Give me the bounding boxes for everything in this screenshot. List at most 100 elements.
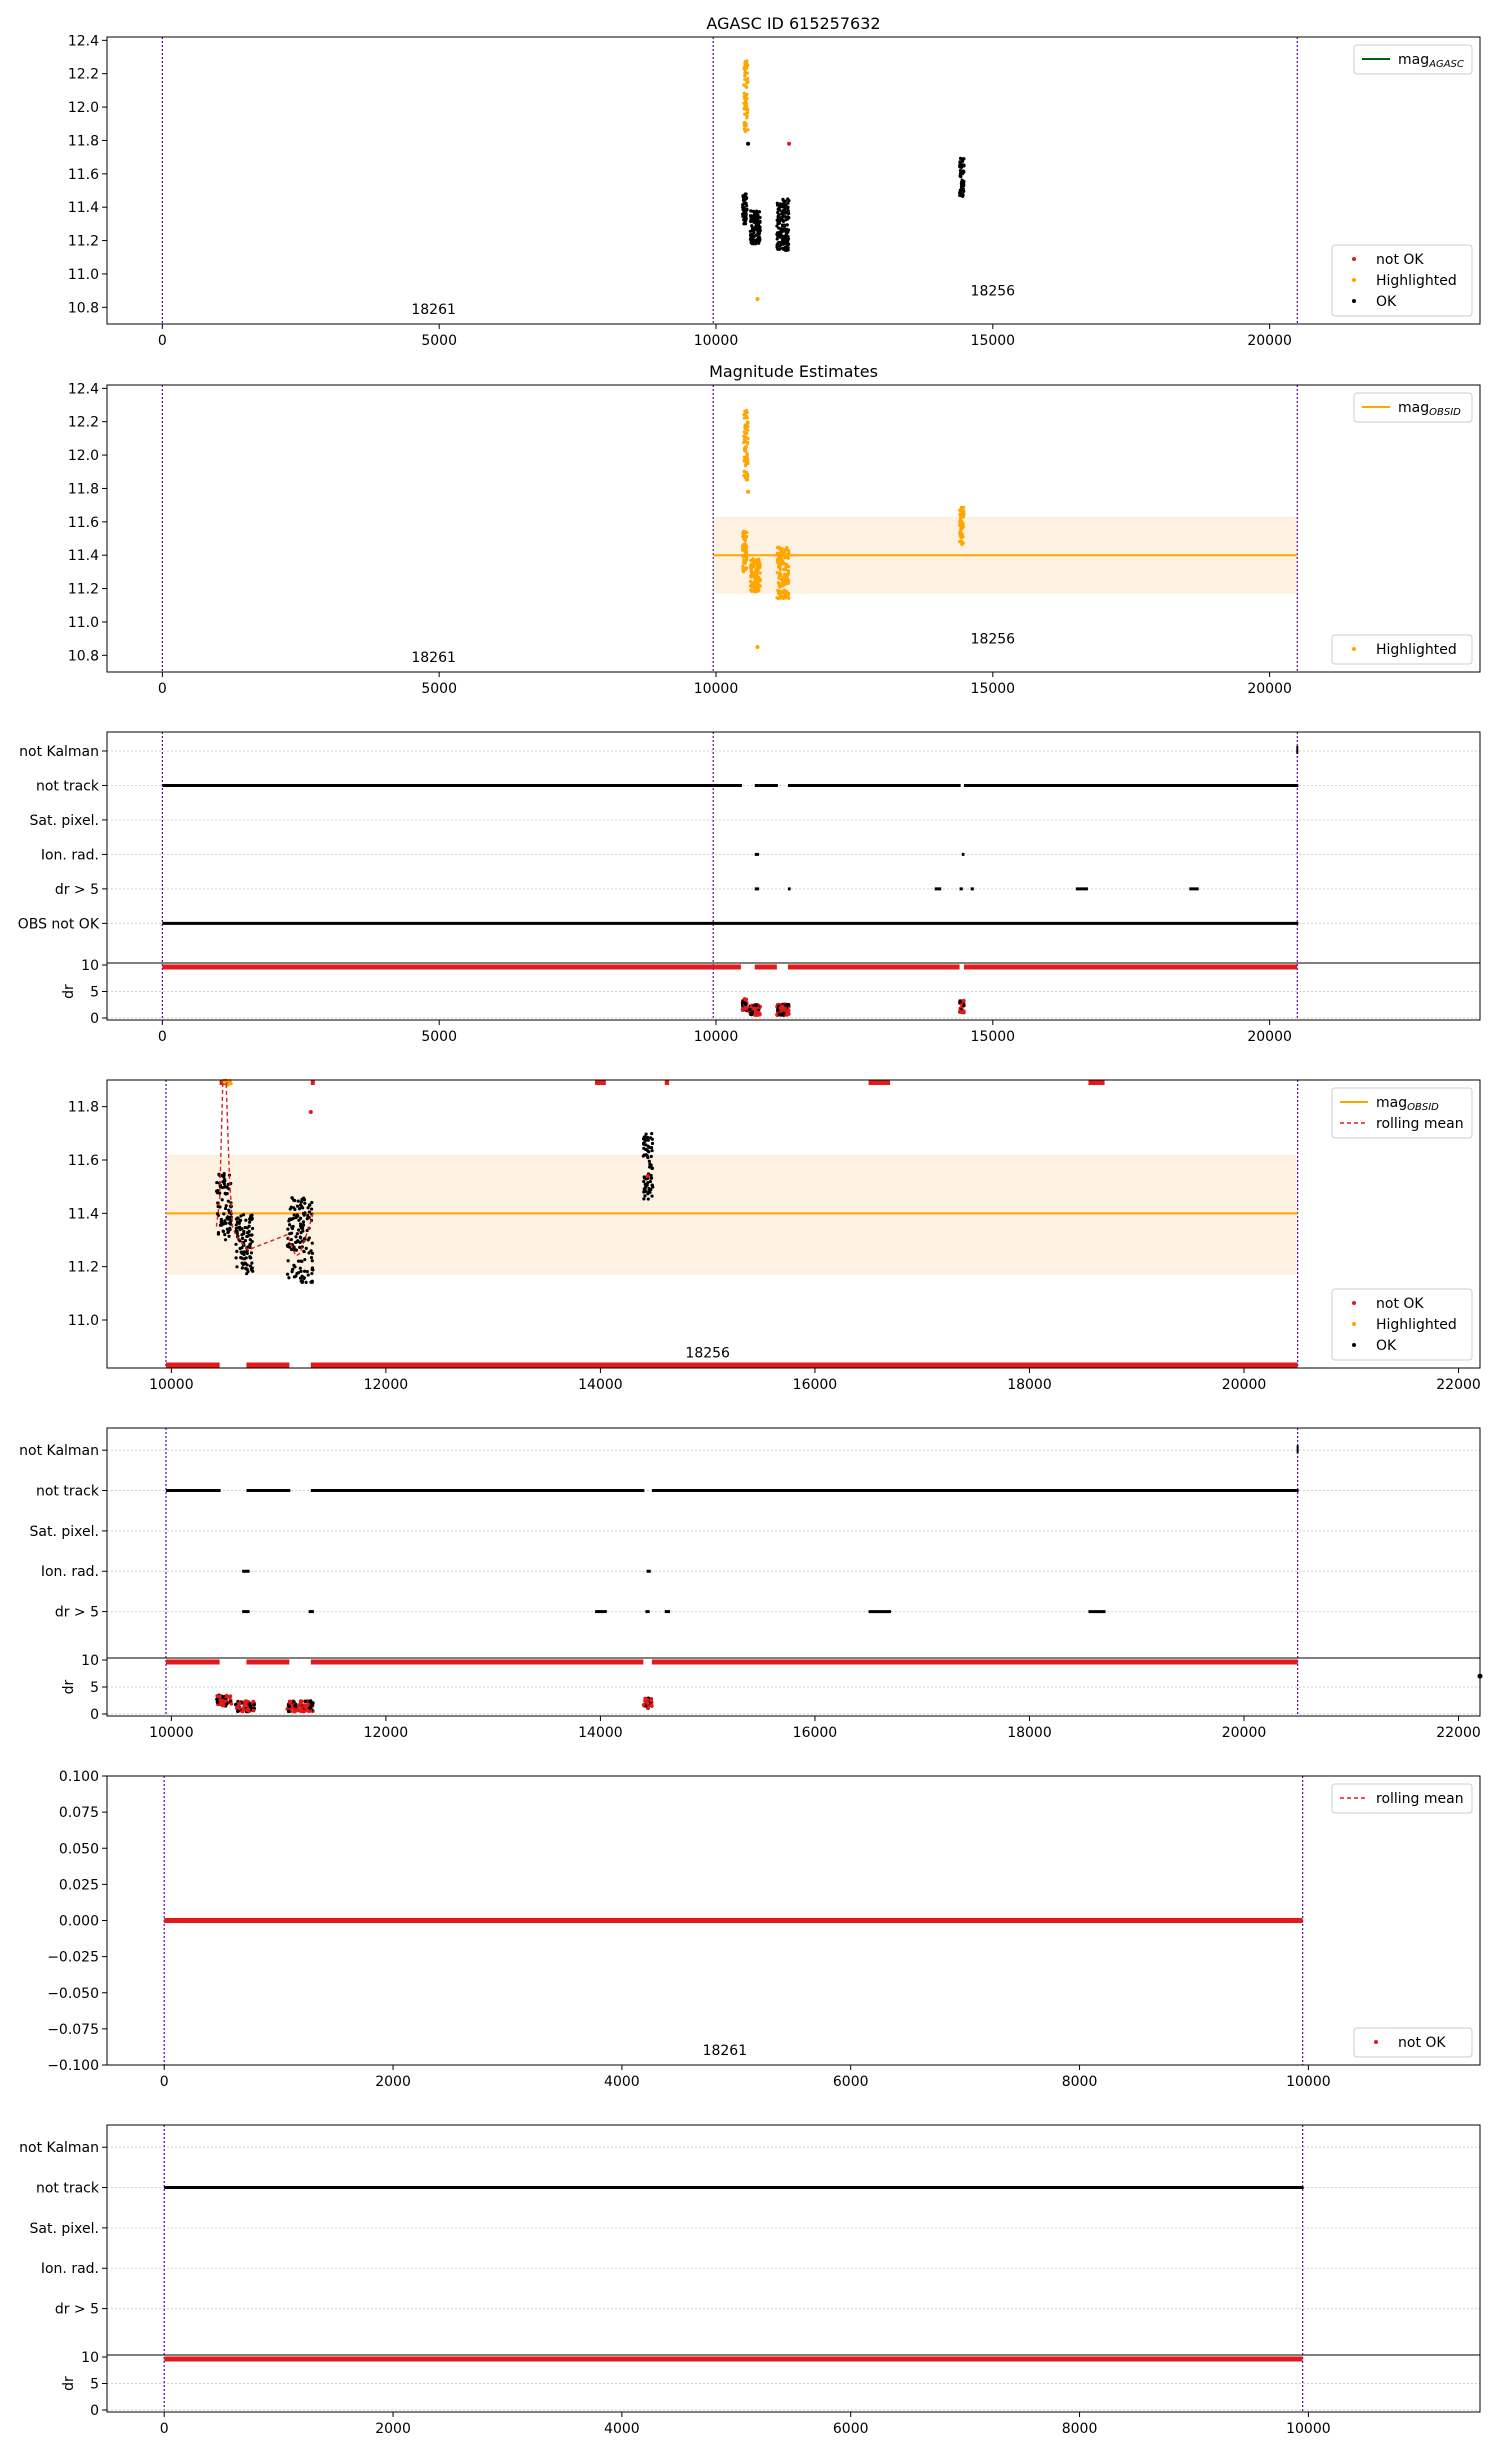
data-point	[960, 542, 964, 547]
data-point	[746, 440, 750, 445]
not-ok-top-marker	[1088, 1080, 1105, 1085]
dr-tick-label: 0	[90, 2403, 99, 2419]
data-point	[778, 571, 782, 575]
flag-label: dr > 5	[55, 882, 99, 898]
data-point	[741, 570, 746, 574]
data-point	[779, 591, 783, 595]
data-point	[751, 581, 755, 585]
x-tick-label: 12000	[364, 1725, 409, 1741]
dr-point	[743, 1002, 748, 1007]
x-tick-label: 14000	[578, 1377, 623, 1393]
data-point	[749, 234, 753, 238]
data-point	[752, 231, 756, 235]
data-point	[643, 1135, 647, 1139]
data-point	[960, 180, 964, 184]
data-point	[743, 71, 747, 75]
data-point	[239, 1250, 243, 1254]
data-point	[301, 1220, 306, 1224]
data-point	[744, 95, 748, 99]
data-point	[250, 1217, 254, 1221]
data-point	[784, 572, 788, 577]
data-point	[244, 1266, 248, 1270]
data-point	[287, 1276, 291, 1280]
data-point	[742, 413, 746, 417]
data-point	[787, 549, 791, 553]
y-tick-label: −0.100	[47, 2058, 99, 2074]
data-point	[743, 534, 747, 538]
legend-dot-swatch	[1352, 257, 1356, 261]
data-point	[310, 1200, 314, 1205]
data-point	[224, 1204, 228, 1208]
data-point	[780, 218, 785, 222]
legend-bottom: not OK Highlighted OK	[1331, 1288, 1473, 1361]
data-point	[779, 227, 783, 231]
data-point	[294, 1248, 299, 1252]
data-point	[295, 1240, 299, 1244]
data-point	[748, 579, 753, 584]
data-point	[307, 1251, 311, 1255]
data-point	[780, 215, 784, 220]
data-point	[310, 1259, 314, 1263]
data-point	[646, 1155, 650, 1160]
data-point	[298, 1245, 302, 1249]
data-point	[305, 1269, 309, 1274]
data-point	[753, 570, 757, 575]
std-band	[165, 1154, 1298, 1275]
data-point	[287, 1242, 291, 1246]
data-point	[781, 238, 785, 242]
dr-point	[754, 1011, 758, 1016]
y-tick-label: 11.8	[68, 1100, 99, 1116]
data-point	[777, 584, 781, 588]
x-tick-label: 10000	[149, 1377, 194, 1393]
panel-p6: −0.100 −0.075 −0.050 −0.025 0.000 0.025 0.050 0…	[47, 1769, 1481, 2090]
dr-point	[242, 1707, 246, 1712]
data-point	[299, 1236, 303, 1240]
data-point	[751, 215, 755, 220]
data-point	[744, 84, 748, 89]
data-point	[306, 1206, 310, 1210]
data-point	[243, 1261, 247, 1265]
data-point	[298, 1203, 303, 1207]
x-tick-label: 14000	[578, 1725, 623, 1741]
data-point	[754, 581, 759, 585]
data-point	[959, 170, 963, 174]
data-point	[742, 222, 746, 226]
data-point	[248, 1238, 252, 1242]
x-tick-label: 15000	[971, 333, 1016, 349]
data-point	[300, 1259, 304, 1264]
data-point	[786, 228, 791, 232]
data-point	[309, 1249, 313, 1253]
data-point	[750, 242, 754, 246]
data-point	[300, 1198, 305, 1202]
x-tick-label: 20000	[1222, 1725, 1267, 1741]
data-point	[290, 1269, 294, 1274]
data-point	[286, 1259, 290, 1263]
data-point	[780, 210, 784, 215]
obsid-label: 18261	[411, 302, 456, 318]
data-point	[749, 562, 754, 566]
dr-point	[962, 998, 966, 1003]
x-tick-label: 10000	[1286, 2421, 1331, 2437]
data-point	[649, 1154, 653, 1159]
dr-point	[646, 1701, 650, 1706]
y-tick-label: 10.8	[68, 648, 99, 664]
dr-point	[299, 1705, 304, 1710]
data-point	[642, 1179, 646, 1184]
dr-point	[218, 1694, 222, 1699]
data-point	[306, 1273, 310, 1277]
data-point	[239, 1214, 243, 1218]
legend-dot-swatch	[1374, 2040, 1378, 2044]
obsid-label: 18261	[411, 650, 456, 666]
legend-bottom: not OK	[1353, 2027, 1473, 2058]
data-point	[744, 445, 748, 449]
legend-dot-swatch	[1352, 1301, 1356, 1305]
data-point	[287, 1223, 292, 1227]
flag-label: Ion. rad.	[41, 2261, 99, 2277]
data-point	[242, 1229, 246, 1234]
dr-gap	[219, 1658, 247, 1666]
data-point	[743, 74, 747, 78]
dr-point	[215, 1697, 219, 1702]
x-tick-label: 0	[158, 333, 167, 349]
x-tick-label: 5000	[421, 333, 457, 349]
